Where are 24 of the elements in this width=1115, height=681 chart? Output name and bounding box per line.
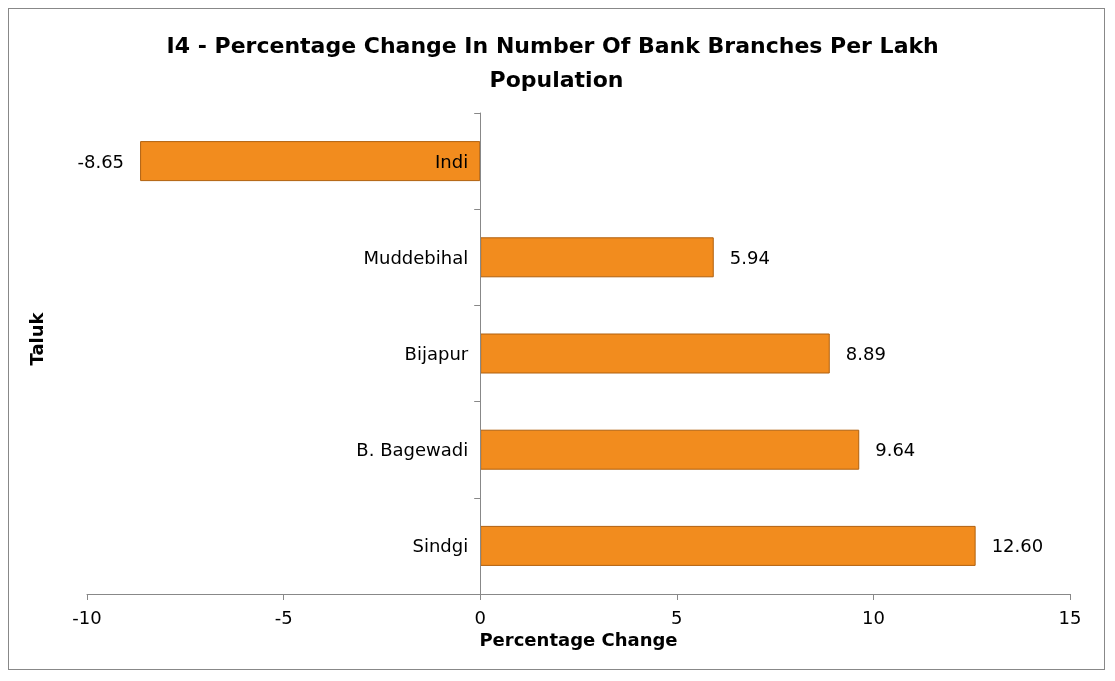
y-tick-label: Muddebihal: [363, 246, 469, 268]
y-tick-label: Sindgi: [412, 535, 469, 557]
y-tick-label: Bijapur: [404, 343, 469, 364]
bar: [480, 525, 976, 566]
y-tick-label: Indi: [435, 150, 469, 172]
x-tick-label: 15: [1058, 606, 1082, 628]
x-tick-label: -10: [72, 606, 102, 628]
data-label: 5.94: [729, 246, 770, 268]
chart-title: I4 - Percentage Change In Number Of Bank Branches Per Lakh Population: [166, 32, 947, 92]
data-label: 9.64: [875, 439, 916, 461]
x-axis-title: Percentage Change: [479, 629, 678, 651]
x-tick-label: -5: [274, 606, 293, 628]
bar: [480, 429, 860, 470]
x-tick-label: 0: [474, 606, 486, 628]
x-tick-label: 10: [861, 606, 885, 628]
bar: [140, 141, 481, 182]
data-label: -8.65: [77, 150, 125, 172]
y-tick-label: B. Bagewadi: [356, 439, 469, 461]
data-label: 12.60: [991, 535, 1044, 557]
data-label: 8.89: [845, 343, 886, 364]
bar: [480, 333, 830, 374]
bar: [480, 237, 714, 278]
x-tick-label: 5: [671, 606, 683, 628]
y-axis-title: Taluk: [25, 311, 47, 366]
